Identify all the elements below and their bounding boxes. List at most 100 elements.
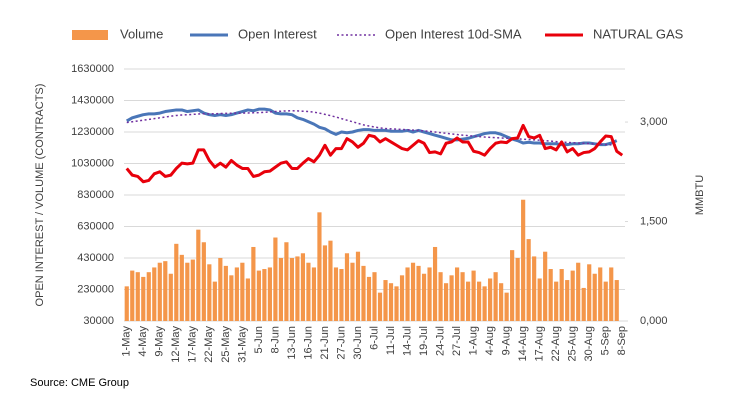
volume-bar bbox=[229, 275, 234, 321]
volume-bar bbox=[521, 199, 526, 321]
volume-bar bbox=[543, 251, 548, 321]
volume-bar bbox=[135, 272, 140, 321]
x-tick-label: 4-May bbox=[137, 326, 149, 357]
volume-bar bbox=[339, 269, 344, 321]
volume-bar bbox=[383, 280, 388, 321]
volume-bar bbox=[124, 286, 129, 321]
volume-bar bbox=[355, 251, 361, 321]
volume-bar bbox=[471, 270, 476, 321]
x-tick-label: 1-May bbox=[121, 326, 133, 357]
volume-bar bbox=[223, 265, 228, 321]
x-tick-label: 8-Jun bbox=[269, 326, 281, 354]
x-tick-label: 19-Jul bbox=[418, 326, 430, 356]
volume-bar bbox=[598, 267, 603, 321]
volume-bar bbox=[163, 261, 168, 321]
legend-label: NATURAL GAS bbox=[593, 26, 684, 41]
y2-tick-label: 3,000 bbox=[640, 116, 668, 128]
y-tick-label: 830000 bbox=[77, 189, 114, 201]
volume-bar bbox=[570, 270, 575, 321]
volume-bar bbox=[207, 264, 212, 321]
volume-bar bbox=[388, 283, 394, 321]
volume-bar bbox=[130, 270, 135, 321]
volume-bar bbox=[306, 262, 311, 321]
x-tick-label: 25-May bbox=[220, 326, 232, 363]
volume-bar bbox=[146, 272, 151, 321]
volume-bar bbox=[300, 253, 306, 321]
x-tick-label: 27-Jun bbox=[335, 326, 347, 360]
legend-swatch bbox=[72, 30, 108, 40]
volume-bar bbox=[603, 281, 608, 321]
volume-bar bbox=[410, 262, 416, 321]
volume-bar bbox=[350, 262, 355, 321]
x-tick-label: 12-May bbox=[170, 326, 182, 363]
volume-bar bbox=[251, 246, 256, 321]
volume-bar bbox=[240, 262, 245, 321]
x-tick-label: 25-Aug bbox=[567, 326, 579, 361]
volume-bar bbox=[482, 286, 487, 321]
volume-bar bbox=[587, 264, 592, 321]
volume-bar bbox=[548, 269, 553, 321]
x-tick-label: 17-May bbox=[187, 326, 199, 363]
legend-label: Open Interest 10d-SMA bbox=[385, 26, 522, 41]
x-tick-label: 13-Jun bbox=[286, 326, 298, 360]
volume-bar bbox=[234, 267, 239, 321]
x-tick-label: 31-May bbox=[236, 326, 248, 363]
series-line bbox=[125, 123, 624, 184]
volume-bar bbox=[218, 258, 223, 321]
y-tick-label: 430000 bbox=[77, 252, 114, 264]
y-tick-label: 1430000 bbox=[71, 94, 114, 106]
y-tick-label: 1630000 bbox=[71, 63, 114, 75]
legend-label: Open Interest bbox=[238, 26, 317, 41]
volume-bar bbox=[554, 281, 559, 321]
y2-tick-label: 1,500 bbox=[640, 215, 668, 227]
volume-bar bbox=[361, 265, 366, 321]
x-tick-label: 5-Jun bbox=[253, 326, 265, 354]
volume-bar bbox=[454, 267, 460, 321]
y2-axis-title: MMBTU bbox=[694, 175, 706, 215]
volume-bar bbox=[592, 273, 597, 321]
volume-bar bbox=[174, 243, 179, 321]
volume-bar bbox=[515, 258, 520, 321]
volume-bar bbox=[190, 259, 195, 321]
volume-bar bbox=[179, 254, 184, 321]
volume-bar bbox=[262, 269, 267, 321]
x-tick-label: 4-Aug bbox=[484, 326, 496, 355]
volume-bar bbox=[295, 256, 300, 321]
volume-bar bbox=[333, 267, 339, 321]
volume-bar bbox=[157, 262, 162, 321]
volume-bar bbox=[493, 272, 498, 321]
y-tick-label: 630000 bbox=[77, 220, 114, 232]
volume-bar bbox=[185, 262, 190, 321]
source-note: Source: CME Group bbox=[30, 377, 129, 389]
x-tick-label: 9-Aug bbox=[501, 326, 513, 355]
volume-bar bbox=[273, 237, 278, 321]
volume-bar bbox=[532, 256, 537, 321]
volume-bar bbox=[449, 275, 454, 321]
legend-label: Volume bbox=[120, 26, 163, 41]
volume-bar bbox=[504, 292, 509, 321]
volume-bar bbox=[427, 267, 432, 321]
x-tick-label: 8-Sep bbox=[616, 326, 628, 355]
volume-bar bbox=[399, 275, 405, 321]
x-tick-label: 22-Aug bbox=[550, 326, 562, 361]
volume-bar bbox=[576, 262, 581, 321]
x-tick-label: 14-Jul bbox=[401, 326, 413, 356]
x-tick-label: 30-Jun bbox=[352, 326, 364, 360]
volume-bar bbox=[168, 273, 173, 321]
volume-bar bbox=[438, 272, 443, 321]
x-tick-label: 24-Jul bbox=[434, 326, 446, 356]
volume-bar bbox=[421, 273, 427, 321]
x-tick-label: 16-Jun bbox=[302, 326, 314, 360]
volume-bar bbox=[284, 242, 289, 321]
x-tick-label: 27-Jul bbox=[451, 326, 463, 356]
volume-bar bbox=[466, 281, 471, 321]
x-tick-label: 11-Jul bbox=[385, 326, 397, 355]
volume-bar bbox=[499, 283, 504, 321]
volume-bar bbox=[488, 278, 493, 321]
x-tick-label: 17-Aug bbox=[534, 326, 546, 361]
y-tick-label: 30000 bbox=[83, 315, 114, 327]
sma-line bbox=[126, 109, 617, 146]
volume-bar bbox=[256, 270, 261, 321]
